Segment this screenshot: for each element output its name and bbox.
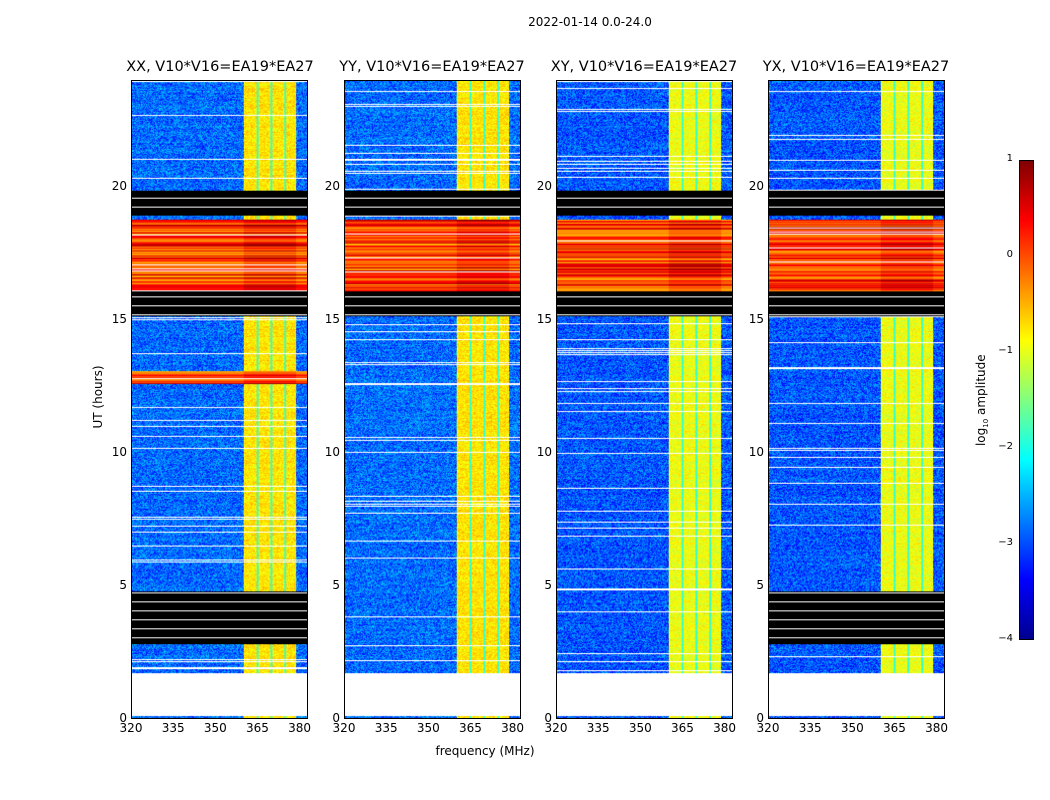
x-tick-label: 335	[586, 721, 610, 735]
y-tick-label: 5	[544, 577, 552, 592]
x-tick-label: 335	[798, 721, 822, 735]
x-tick-label: 380	[501, 721, 525, 735]
heatmap-panel-yy	[344, 80, 521, 719]
y-tick-label: 15	[748, 311, 764, 326]
x-tick-label: 320	[119, 721, 143, 735]
x-tick-label: 365	[882, 721, 906, 735]
x-tick-label: 335	[161, 721, 185, 735]
y-tick-label: 0	[544, 711, 552, 725]
x-tick-label: 320	[756, 721, 780, 735]
x-tick-label: 365	[245, 721, 269, 735]
x-tick-label: 350	[628, 721, 652, 735]
heatmap-yy	[345, 81, 520, 718]
x-tick-label: 380	[925, 721, 949, 735]
y-tick-label: 15	[111, 311, 127, 326]
y-tick-label: 20	[111, 178, 127, 193]
y-tick-label: 10	[536, 444, 552, 459]
y-axis-label: UT (hours)	[91, 365, 105, 429]
x-tick-label: 365	[458, 721, 482, 735]
figure-title: 2022-01-14 0.0-24.0	[528, 15, 652, 29]
heatmap-xy	[557, 81, 732, 718]
y-tick-label: 20	[324, 178, 340, 193]
x-tick-label: 380	[713, 721, 737, 735]
y-tick-label: 15	[324, 311, 340, 326]
heatmap-panel-yx	[768, 80, 945, 719]
x-tick-label: 320	[332, 721, 356, 735]
colorbar-tick-label: −4	[998, 633, 1013, 644]
heatmap-xx	[132, 81, 307, 718]
y-tick-label: 15	[536, 311, 552, 326]
colorbar-tick-label: −1	[998, 345, 1013, 356]
x-tick-label: 350	[416, 721, 440, 735]
colorbar	[1019, 160, 1034, 640]
panel-title-xx: XX, V10*V16=EA19*EA27	[126, 59, 314, 75]
y-tick-label: 5	[332, 577, 340, 592]
heatmap-yx	[769, 81, 944, 718]
x-tick-label: 320	[544, 721, 568, 735]
colorbar-tick-label: 1	[1006, 153, 1013, 164]
y-tick-label: 5	[756, 577, 764, 592]
x-axis-label: frequency (MHz)	[435, 744, 535, 758]
y-tick-label: 0	[756, 711, 764, 725]
y-tick-label: 5	[119, 577, 127, 592]
colorbar-label: log10 amplitude	[973, 354, 991, 447]
colorbar-tick-label: −2	[998, 441, 1013, 452]
heatmap-panel-xx	[131, 80, 308, 719]
colorbar-tick-label: −3	[998, 537, 1013, 548]
panel-title-yy: YY, V10*V16=EA19*EA27	[339, 59, 525, 75]
y-tick-label: 0	[332, 711, 340, 725]
colorbar-tick-label: 0	[1006, 249, 1013, 260]
panel-title-xy: XY, V10*V16=EA19*EA27	[550, 59, 738, 75]
x-tick-label: 380	[288, 721, 312, 735]
x-tick-label: 350	[840, 721, 864, 735]
y-tick-label: 10	[111, 444, 127, 459]
y-tick-label: 0	[119, 711, 127, 725]
x-tick-label: 365	[670, 721, 694, 735]
heatmap-panel-xy	[556, 80, 733, 719]
x-tick-label: 335	[374, 721, 398, 735]
y-tick-label: 10	[748, 444, 764, 459]
panel-title-yx: YX, V10*V16=EA19*EA27	[762, 59, 950, 75]
y-tick-label: 20	[748, 178, 764, 193]
x-tick-label: 350	[203, 721, 227, 735]
y-tick-label: 10	[324, 444, 340, 459]
y-tick-label: 20	[536, 178, 552, 193]
